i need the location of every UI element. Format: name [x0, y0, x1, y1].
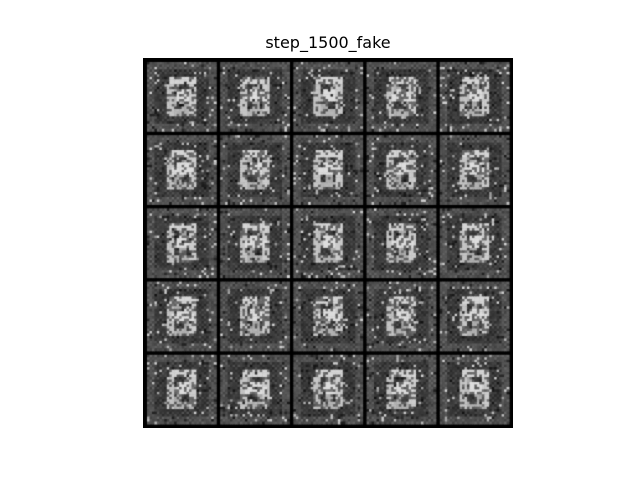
generated-samples-canvas: [143, 58, 513, 428]
figure-title: step_1500_fake: [265, 33, 391, 52]
image-grid: [143, 58, 513, 428]
